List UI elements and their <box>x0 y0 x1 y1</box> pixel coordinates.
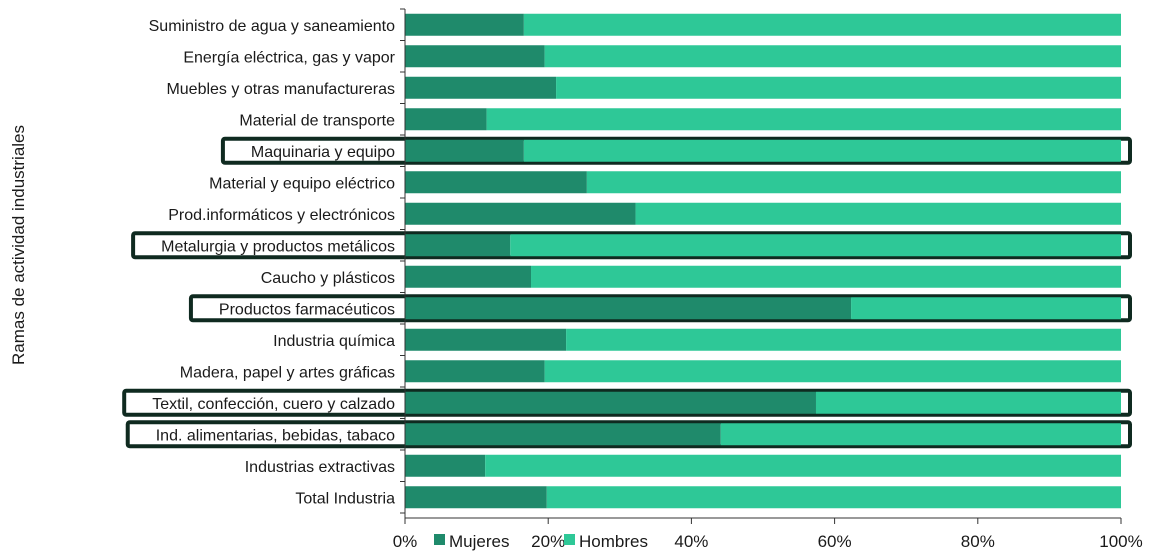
x-tick-label: 20% <box>531 532 565 551</box>
legend: Mujeres Hombres <box>434 532 648 551</box>
bar-hombres-1 <box>544 45 1121 68</box>
bar-hombres-2 <box>556 76 1121 99</box>
bar-hombres-9 <box>851 297 1121 320</box>
category-label: Productos farmacéuticos <box>219 301 395 318</box>
bar-mujeres-8 <box>405 265 532 288</box>
bar-hombres-15 <box>546 486 1121 509</box>
x-tick-label: 100% <box>1099 532 1142 551</box>
legend-label-hombres: Hombres <box>579 532 648 551</box>
bar-hombres-3 <box>486 108 1121 131</box>
bar-hombres-13 <box>720 423 1121 446</box>
bar-hombres-14 <box>485 454 1121 477</box>
bar-mujeres-7 <box>405 234 511 257</box>
category-label: Material y equipo eléctrico <box>209 175 395 192</box>
x-tick-labels: 0% 20% 40% 60% 80% 100% <box>393 532 1143 551</box>
bar-hombres-6 <box>635 202 1121 225</box>
y-axis-label: Ramas de actividad industriales <box>9 125 28 365</box>
bar-mujeres-4 <box>405 139 524 162</box>
category-label: Suministro de agua y saneamiento <box>149 18 395 35</box>
legend-swatch-hombres <box>564 534 575 545</box>
bar-mujeres-11 <box>405 360 545 383</box>
bar-mujeres-3 <box>405 108 487 131</box>
legend-label-mujeres: Mujeres <box>449 532 509 551</box>
category-label: Industria química <box>273 333 395 350</box>
highlight-box <box>125 420 1132 449</box>
category-label: Total Industria <box>295 490 395 507</box>
x-tick-label: 80% <box>961 532 995 551</box>
bar-mujeres-15 <box>405 486 547 509</box>
bar-hombres-0 <box>523 13 1121 36</box>
bar-mujeres-9 <box>405 297 852 320</box>
x-tick-label: 60% <box>818 532 852 551</box>
x-tick-label: 40% <box>674 532 708 551</box>
bar-hombres-10 <box>566 328 1121 351</box>
category-label: Maquinaria y equipo <box>251 144 395 161</box>
category-label: Industrias extractivas <box>245 459 395 476</box>
bar-mujeres-2 <box>405 76 557 99</box>
bar-hombres-4 <box>523 139 1121 162</box>
legend-swatch-mujeres <box>434 534 445 545</box>
bar-hombres-5 <box>586 171 1121 194</box>
highlight-boxes <box>122 136 1132 449</box>
x-tick-label: 0% <box>393 532 418 551</box>
category-label: Caucho y plásticos <box>261 270 395 287</box>
bar-mujeres-1 <box>405 45 545 68</box>
highlight-box <box>220 136 1132 165</box>
category-label: Madera, papel y artes gráficas <box>180 364 395 381</box>
highlight-box <box>188 294 1132 323</box>
category-label: Textil, confección, cuero y calzado <box>152 396 395 413</box>
bar-hombres-11 <box>544 360 1121 383</box>
category-label: Material de transporte <box>239 112 395 129</box>
bar-hombres-12 <box>815 391 1121 414</box>
bar-hombres-8 <box>531 265 1121 288</box>
category-label: Prod.informáticos y electrónicos <box>168 207 395 224</box>
bars <box>405 13 1121 509</box>
category-label: Ind. alimentarias, bebidas, tabaco <box>156 427 395 444</box>
bar-mujeres-6 <box>405 202 636 225</box>
highlight-box <box>122 388 1132 417</box>
bar-mujeres-0 <box>405 13 524 36</box>
category-label: Energía eléctrica, gas y vapor <box>183 49 395 66</box>
highlight-box <box>131 231 1132 260</box>
category-label: Muebles y otras manufactureras <box>166 81 395 98</box>
bar-mujeres-10 <box>405 328 567 351</box>
category-label: Metalurgia y productos metálicos <box>161 238 395 255</box>
category-labels: Suministro de agua y saneamiento Energía … <box>149 18 396 508</box>
axes <box>400 8 1122 524</box>
bar-mujeres-14 <box>405 454 486 477</box>
bar-mujeres-13 <box>405 423 721 446</box>
bar-hombres-7 <box>510 234 1121 257</box>
bar-mujeres-12 <box>405 391 816 414</box>
bar-mujeres-5 <box>405 171 587 194</box>
